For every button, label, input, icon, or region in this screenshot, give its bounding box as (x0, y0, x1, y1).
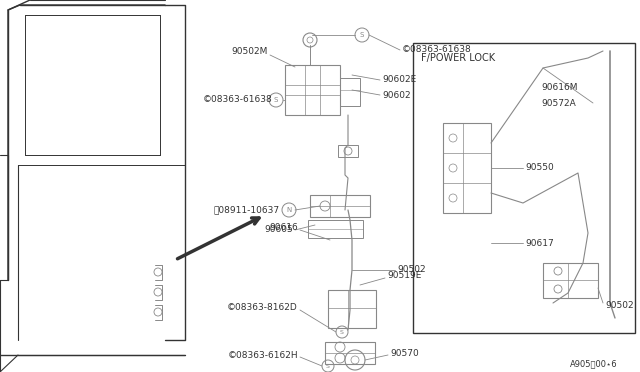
Text: 90572A: 90572A (541, 99, 576, 108)
Text: 90602: 90602 (382, 90, 411, 99)
Text: 90616: 90616 (269, 224, 298, 232)
Text: ⓝ08911-10637: ⓝ08911-10637 (214, 205, 280, 215)
Text: ©08363-8162D: ©08363-8162D (227, 304, 298, 312)
Bar (413, 43, 635, 333)
Text: F/POWER LOCK: F/POWER LOCK (421, 53, 495, 63)
Bar (310, 195, 370, 217)
Text: N: N (286, 207, 292, 213)
Text: 90570: 90570 (390, 349, 419, 357)
Text: 90502: 90502 (605, 301, 634, 310)
Text: A905〆00⋆6: A905〆00⋆6 (570, 359, 618, 368)
Text: ©08363-61638: ©08363-61638 (202, 96, 272, 105)
Bar (285, 65, 340, 115)
Text: 90616M: 90616M (541, 83, 577, 93)
Bar (325, 342, 375, 364)
Text: 90602E: 90602E (382, 76, 416, 84)
Bar (308, 220, 363, 238)
Bar (443, 123, 491, 213)
Text: 90550: 90550 (525, 164, 554, 173)
Bar (543, 263, 598, 298)
Text: 90605: 90605 (264, 225, 293, 234)
Bar (328, 290, 376, 328)
Bar (340, 78, 360, 106)
Text: 90519E: 90519E (387, 272, 421, 280)
Text: ©08363-6162H: ©08363-6162H (227, 350, 298, 359)
Text: ©08363-61638: ©08363-61638 (402, 45, 472, 55)
Text: 90617: 90617 (525, 238, 554, 247)
Text: S: S (340, 330, 344, 334)
Text: S: S (326, 363, 330, 369)
Text: S: S (274, 97, 278, 103)
Text: 90502M: 90502M (232, 48, 268, 57)
Bar (338, 145, 358, 157)
Text: 90502: 90502 (397, 266, 426, 275)
Text: S: S (360, 32, 364, 38)
